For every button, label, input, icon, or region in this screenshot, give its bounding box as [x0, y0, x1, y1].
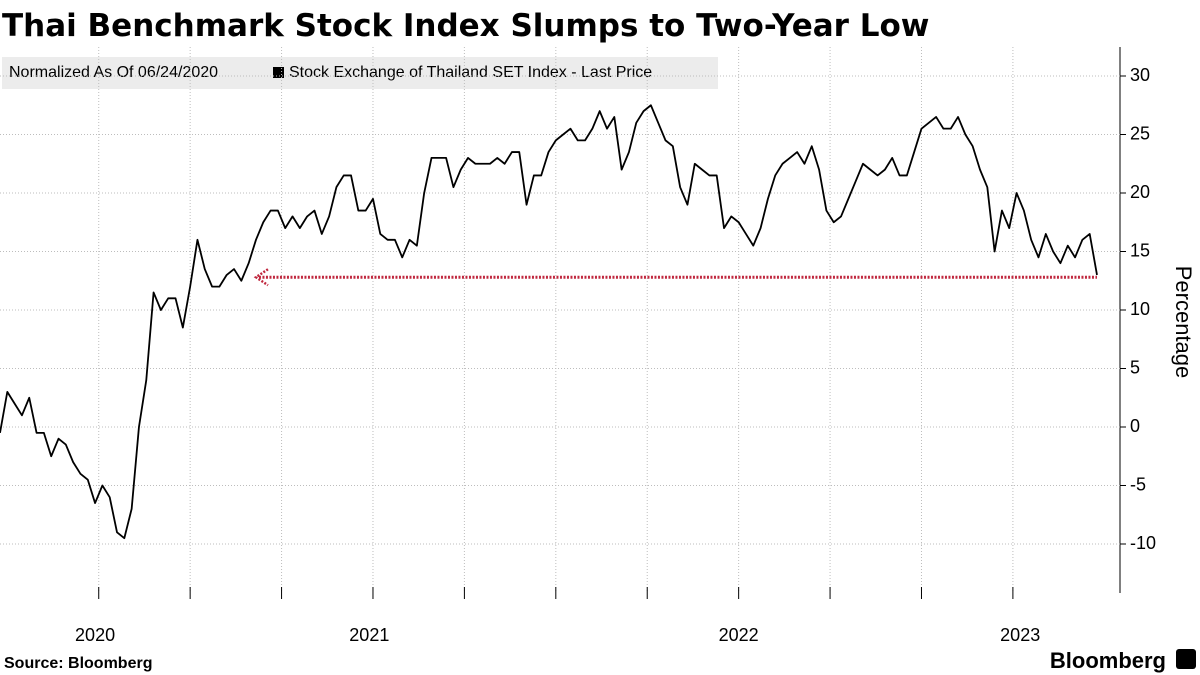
y-tick-label: 25 [1130, 123, 1150, 143]
y-tick-label: 5 [1130, 357, 1140, 377]
legend-swatch [273, 67, 284, 78]
y-tick-label: 10 [1130, 299, 1150, 319]
y-tick-label: 15 [1130, 240, 1150, 260]
y-axis-label: Percentage [1171, 266, 1196, 379]
x-tick-label: 2021 [349, 625, 389, 645]
data-line [0, 104, 1098, 540]
x-tick-label: 2020 [75, 625, 115, 645]
x-tick-label: 2022 [719, 625, 759, 645]
chart-title: Thai Benchmark Stock Index Slumps to Two… [2, 8, 929, 44]
source: Source: Bloomberg [4, 655, 152, 672]
brand-icon [1176, 649, 1196, 669]
plot: -10 -5 0 5 10 15 20 25 30 2020 2021 2022 2023 [0, 47, 1156, 645]
subtitle: Normalized As Of 06/24/2020 [9, 64, 218, 81]
legend-box [2, 57, 718, 89]
y-tick-label: -10 [1130, 533, 1156, 553]
y-tick-label: -5 [1130, 474, 1146, 494]
legend-label: Stock Exchange of Thailand SET Index - L… [289, 64, 652, 81]
brand: Bloomberg [1050, 648, 1166, 673]
y-tick-label: 30 [1130, 65, 1150, 85]
x-tick-label: 2023 [1000, 625, 1040, 645]
y-tick-label: 0 [1130, 416, 1140, 436]
annotation-arrow [253, 268, 269, 287]
y-tick-label: 20 [1130, 182, 1150, 202]
